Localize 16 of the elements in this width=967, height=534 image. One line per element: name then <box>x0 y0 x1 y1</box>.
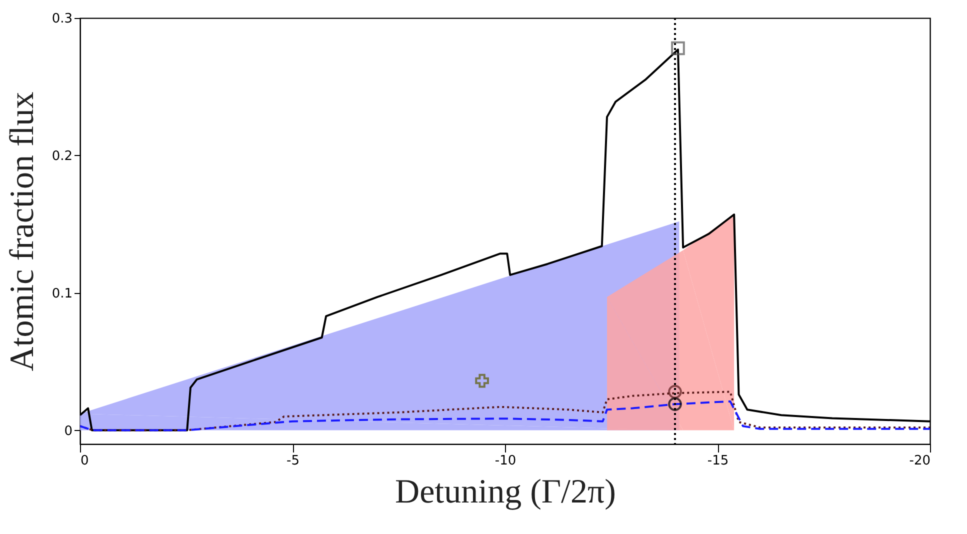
y-tick-label: 0.1 <box>52 286 72 302</box>
x-tick-label: 0 <box>80 454 89 468</box>
line-series <box>80 400 930 432</box>
y-tick-label: 0.3 <box>52 12 72 26</box>
point <box>668 397 682 412</box>
x-axis-title: Detuning (Γ/2π) <box>395 474 616 510</box>
x-tick-label: -20 <box>909 454 930 468</box>
point <box>475 374 489 388</box>
y-tick-label: 0 <box>64 424 72 439</box>
point <box>671 41 685 56</box>
point <box>668 384 682 399</box>
x-tick-label: -5 <box>286 454 300 468</box>
x-tick-label: -15 <box>707 454 729 468</box>
y-axis-title: Atomic fraction flux <box>4 92 41 372</box>
y-tick-label: 0.2 <box>52 148 72 164</box>
x-tick-label: -10 <box>494 454 516 468</box>
